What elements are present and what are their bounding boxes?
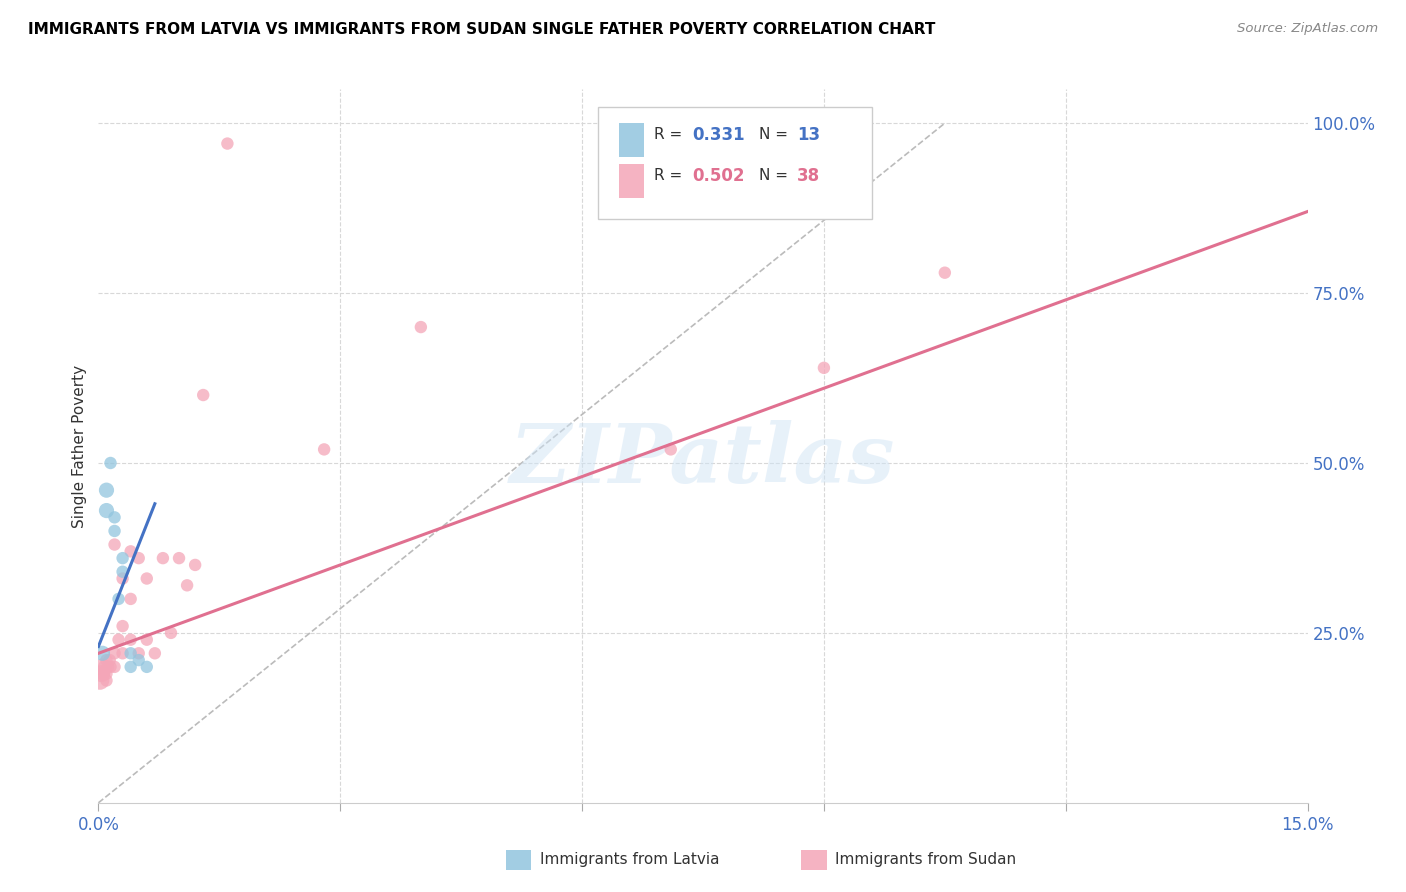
Point: [103, 646, 125, 660]
Point: [128, 653, 150, 667]
Text: R =: R =: [654, 169, 688, 183]
Point: [111, 551, 134, 566]
Point: [107, 591, 129, 606]
Point: [91, 660, 114, 674]
Point: [103, 510, 125, 524]
Point: [97, 660, 120, 674]
Point: [128, 551, 150, 566]
Point: [128, 646, 150, 660]
Point: [813, 360, 835, 375]
Point: [160, 626, 183, 640]
Point: [135, 660, 157, 674]
Text: 0.502: 0.502: [692, 167, 744, 185]
Point: [176, 578, 198, 592]
Point: [934, 266, 956, 280]
Point: [100, 456, 122, 470]
Text: 38: 38: [797, 167, 820, 185]
Point: [659, 442, 682, 457]
Point: [96, 666, 118, 681]
Point: [135, 632, 157, 647]
Text: Immigrants from Sudan: Immigrants from Sudan: [835, 853, 1017, 867]
Point: [100, 660, 122, 674]
Point: [143, 646, 166, 660]
Point: [167, 551, 190, 566]
Text: Immigrants from Latvia: Immigrants from Latvia: [540, 853, 720, 867]
Point: [103, 660, 125, 674]
Text: 0.331: 0.331: [692, 126, 744, 144]
Point: [94, 660, 117, 674]
Point: [193, 388, 215, 402]
Point: [152, 551, 174, 566]
Text: ZIPatlas: ZIPatlas: [510, 420, 896, 500]
Point: [120, 632, 142, 647]
Point: [184, 558, 207, 572]
Point: [120, 591, 142, 606]
Point: [120, 660, 142, 674]
Point: [91, 666, 114, 681]
Point: [120, 544, 142, 558]
Point: [98, 653, 121, 667]
Text: N =: N =: [759, 128, 793, 142]
Text: IMMIGRANTS FROM LATVIA VS IMMIGRANTS FROM SUDAN SINGLE FATHER POVERTY CORRELATIO: IMMIGRANTS FROM LATVIA VS IMMIGRANTS FRO…: [28, 22, 935, 37]
Point: [96, 503, 118, 517]
Point: [96, 653, 118, 667]
Point: [89, 673, 111, 688]
Point: [111, 646, 134, 660]
Text: N =: N =: [759, 169, 793, 183]
Point: [107, 632, 129, 647]
Point: [90, 666, 112, 681]
Text: 13: 13: [797, 126, 820, 144]
Point: [96, 673, 118, 688]
Point: [111, 565, 134, 579]
Point: [91, 646, 114, 660]
Point: [217, 136, 239, 151]
Text: R =: R =: [654, 128, 688, 142]
Point: [314, 442, 336, 457]
Point: [103, 524, 125, 538]
Point: [409, 320, 432, 334]
Point: [135, 572, 157, 586]
Point: [96, 483, 118, 498]
Text: Source: ZipAtlas.com: Source: ZipAtlas.com: [1237, 22, 1378, 36]
Point: [111, 572, 134, 586]
Point: [103, 537, 125, 551]
Y-axis label: Single Father Poverty: Single Father Poverty: [72, 365, 87, 527]
Point: [111, 619, 134, 633]
Point: [120, 646, 142, 660]
